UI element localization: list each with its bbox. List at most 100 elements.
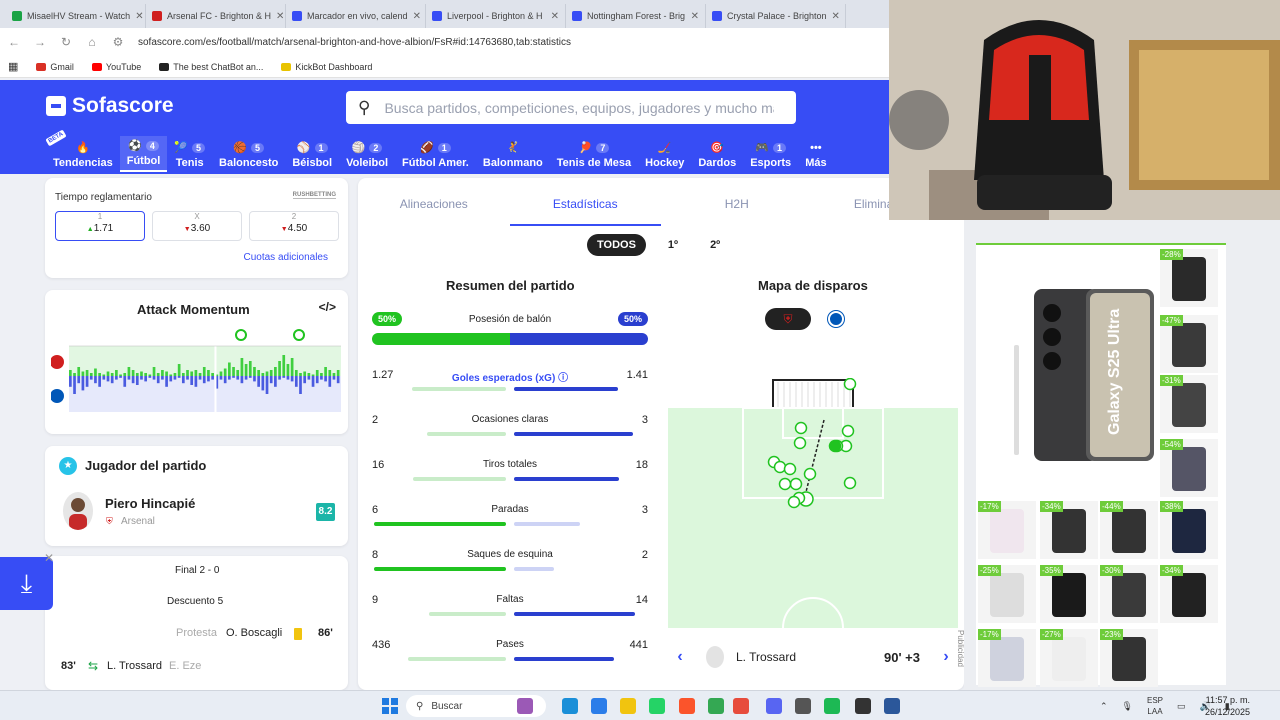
ad-product[interactable]: -17% [978,629,1036,687]
shot-map-pitch[interactable] [668,378,958,628]
ad-product[interactable]: -47% [1160,315,1218,373]
close-icon[interactable]: ✕ [44,551,55,565]
phone-ad-image[interactable]: Galaxy S25 Ultra [1010,285,1156,465]
browser-tab[interactable]: MisaelHV Stream - Watch ✕ [6,4,146,28]
sport-tab[interactable]: 🏀 5 Baloncesto [212,136,285,172]
bookmark-item[interactable]: YouTube [91,62,141,72]
ad-product[interactable]: -25% [978,565,1036,623]
chevron-right-icon[interactable]: › [943,648,949,665]
sport-tab[interactable]: 🎾 5 Tenis [167,136,212,172]
browser-tab[interactable]: Arsenal FC - Brighton & H ✕ [146,4,286,28]
additional-odds-link[interactable]: Cuotas adicionales [243,252,329,263]
ad-product[interactable]: -44% [1100,501,1158,559]
sport-tab[interactable]: BETA 🔥 Tendencias [45,129,120,172]
browser-tab[interactable]: Liverpool - Brighton & H ✕ [426,4,566,28]
brighton-filter[interactable] [825,308,847,330]
home-icon[interactable]: ⌂ [88,35,96,49]
obs-icon[interactable] [855,698,871,714]
ad-product[interactable]: -38% [1160,501,1218,559]
taskbar-search[interactable]: ⚲ Buscar [406,695,546,717]
sport-tab[interactable]: 🏐 2 Voleibol [339,136,395,172]
embed-code-icon[interactable]: </> [318,300,336,314]
search-box[interactable]: ⚲ [346,91,796,124]
brave-icon[interactable] [679,698,695,714]
bookmaker-logo[interactable]: RUSHBETTING [292,192,336,199]
close-tab-icon[interactable]: ✕ [690,10,699,22]
chrome-icon[interactable] [708,698,724,714]
close-tab-icon[interactable]: ✕ [276,10,285,22]
player-of-match-card[interactable]: ★ Jugador del partido Piero Hincapié ⛨ A… [45,446,348,546]
browser-tab[interactable]: Crystal Palace - Brighton ✕ [706,4,846,28]
close-tab-icon[interactable]: ✕ [831,10,840,22]
close-tab-icon[interactable]: ✕ [412,10,421,22]
reload-icon[interactable]: ↻ [60,35,72,49]
ad-product[interactable]: -35% [1040,565,1098,623]
files-icon[interactable] [620,698,636,714]
sport-tab[interactable]: 🎮 1 Esports [743,136,798,172]
odds-option[interactable]: 2 ▼4.50 [249,211,339,241]
typora-icon[interactable] [733,698,749,714]
spotify-icon[interactable] [824,698,840,714]
ad-product[interactable]: -54% [1160,439,1218,497]
whatsapp-icon[interactable] [649,698,665,714]
chevron-left-icon[interactable]: ‹ [677,648,683,665]
ad-product[interactable]: -34% [1160,565,1218,623]
sport-tab[interactable]: 🎯 Dardos [691,136,743,172]
odds-option[interactable]: X ▼3.60 [152,211,242,241]
ad-product[interactable]: -30% [1100,565,1158,623]
discord-icon[interactable] [766,698,782,714]
word-icon[interactable] [884,698,900,714]
sport-tab[interactable]: 🏈 1 Fútbol Amer. [395,136,476,172]
url-field[interactable]: sofascore.com/es/football/match/arsenal-… [138,36,572,48]
sub-player-in[interactable]: L. Trossard [107,660,163,672]
sofascore-logo[interactable]: Sofascore [46,94,174,118]
match-tab[interactable]: Estadísticas [509,178,661,226]
site-info-icon[interactable]: ⚙ [112,35,124,49]
chevron-up-icon[interactable]: ⌃ [1100,700,1108,711]
store-icon[interactable] [591,698,607,714]
browser-tab[interactable]: Nottingham Forest - Brig ✕ [566,4,706,28]
back-icon[interactable]: ← [8,35,20,49]
bookmark-item[interactable]: The best ChatBot an... [159,62,263,72]
bookmark-item[interactable]: KickBot Dashboard [281,62,372,72]
mic-icon[interactable]: 🎙 [1121,700,1133,711]
match-tab[interactable]: Alineaciones [399,197,468,211]
ad-product[interactable]: -34% [1040,501,1098,559]
match-tab[interactable]: H2H [724,197,749,211]
calculator-icon[interactable] [795,698,811,714]
forward-icon[interactable]: → [34,35,46,49]
period-tab[interactable]: 2º [710,239,721,251]
bookmark-item[interactable]: Gmail [36,62,74,72]
stat-label[interactable]: Goles esperados (xG) ⓘ [451,373,569,384]
event-player[interactable]: O. Boscagli [226,627,283,639]
info-icon[interactable]: ⓘ [555,373,569,384]
sport-tab[interactable]: 🏒 Hockey [638,136,691,172]
sport-tab[interactable]: 🏓 7 Tenis de Mesa [550,136,638,172]
ad-product[interactable]: -23% [1100,629,1158,687]
arsenal-filter[interactable]: ⛨ [765,308,811,330]
period-tab[interactable]: TODOS [587,234,646,256]
language-indicator[interactable]: ESP LAA [1146,696,1163,716]
browser-tab[interactable]: Marcador en vivo, calend ✕ [286,4,426,28]
close-tab-icon[interactable]: ✕ [550,10,559,22]
sport-tab[interactable]: ⚾ 1 Béisbol [285,136,339,172]
ad-product[interactable]: -31% [1160,375,1218,433]
shot-player-name[interactable]: L. Trossard [736,650,797,664]
volume-icon[interactable]: 🔊 [1199,700,1211,711]
sub-player-out[interactable]: E. Eze [169,660,202,672]
odds-option[interactable]: 1 ▲1.71 [55,211,145,241]
sport-tab[interactable]: ⚽ 4 Fútbol [119,136,168,172]
edge-icon[interactable] [562,698,578,714]
sport-tab[interactable]: 🤾 Balonmano [476,136,550,172]
windows-start-icon[interactable] [382,698,398,714]
ad-banner[interactable]: Galaxy S25 Ultra -28% -47% -31% -54% -17% -34… [976,243,1226,687]
search-input[interactable] [384,99,775,116]
close-tab-icon[interactable]: ✕ [135,10,144,22]
download-app-button[interactable]: ⤓ [0,557,53,610]
network-icon[interactable]: ▭ [1177,700,1186,711]
widget-icon[interactable] [517,698,533,714]
ad-product[interactable]: -27% [1040,629,1098,687]
clock[interactable]: 11:57 p. m. 26/12/2025 [1204,695,1250,717]
battery-icon[interactable]: ▮ [1224,700,1230,711]
sport-tab[interactable]: ••• Más [798,136,833,172]
